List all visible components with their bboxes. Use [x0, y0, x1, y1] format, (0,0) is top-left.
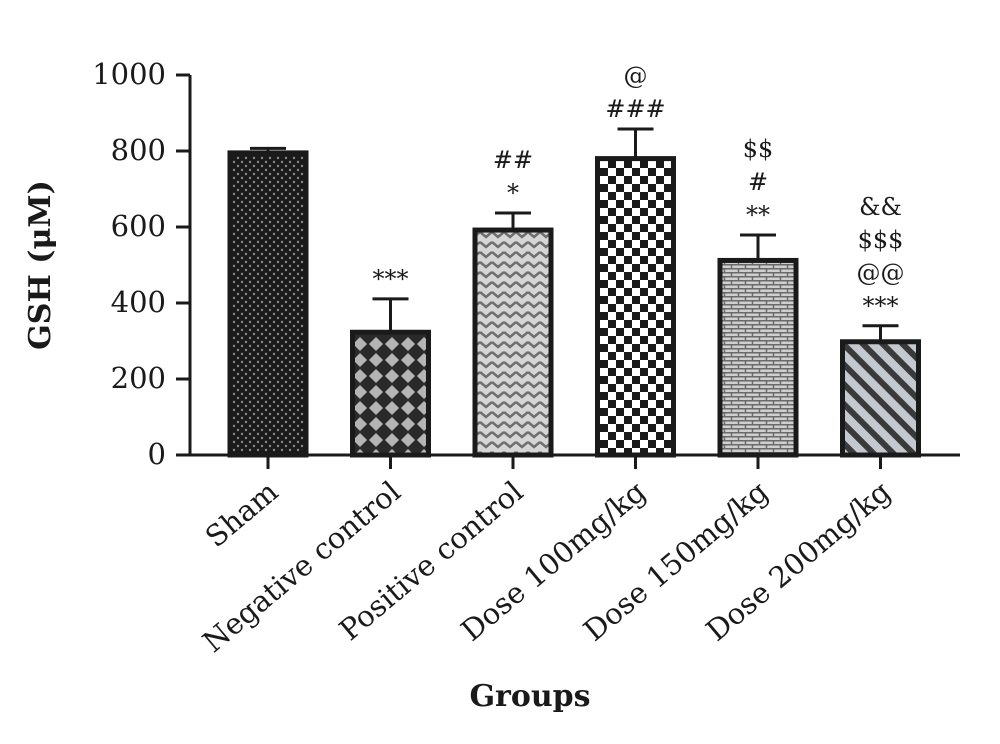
significance-label: ## [493, 146, 533, 174]
x-axis-title: Groups [469, 679, 590, 714]
bar-negative-control [350, 329, 431, 458]
y-tick-label: 0 [148, 437, 166, 471]
y-tick-label: 200 [111, 361, 166, 395]
significance-label: ** [746, 201, 770, 229]
significance-label: @@ [857, 259, 905, 287]
significance-label: $$$ [858, 226, 904, 254]
y-tick-label: 400 [111, 285, 166, 319]
significance-label: && [859, 193, 902, 221]
y-tick-label: 800 [111, 133, 166, 167]
x-tick-label: Negative control [196, 474, 407, 659]
significance-label: *** [373, 265, 409, 293]
bar-dose-150mg-kg [717, 257, 799, 458]
significance-label: @ [624, 62, 648, 90]
bars [227, 127, 921, 458]
bar-positive-control [472, 227, 554, 458]
bar-dose-200mg-kg [840, 339, 921, 458]
y-axis-title: GSH (μM) [23, 180, 58, 350]
significance-label: *** [863, 292, 899, 320]
significance-label: # [748, 168, 768, 196]
y-tick-label: 1000 [92, 57, 166, 91]
y-tick-label: 600 [111, 209, 166, 243]
significance-label: ### [605, 95, 665, 123]
x-tick-label: Sham [199, 474, 285, 554]
bar-dose-100mg-kg [595, 156, 676, 458]
significance-label: * [507, 179, 519, 207]
significance-label: $$ [743, 135, 774, 163]
bar-sham [227, 150, 309, 458]
